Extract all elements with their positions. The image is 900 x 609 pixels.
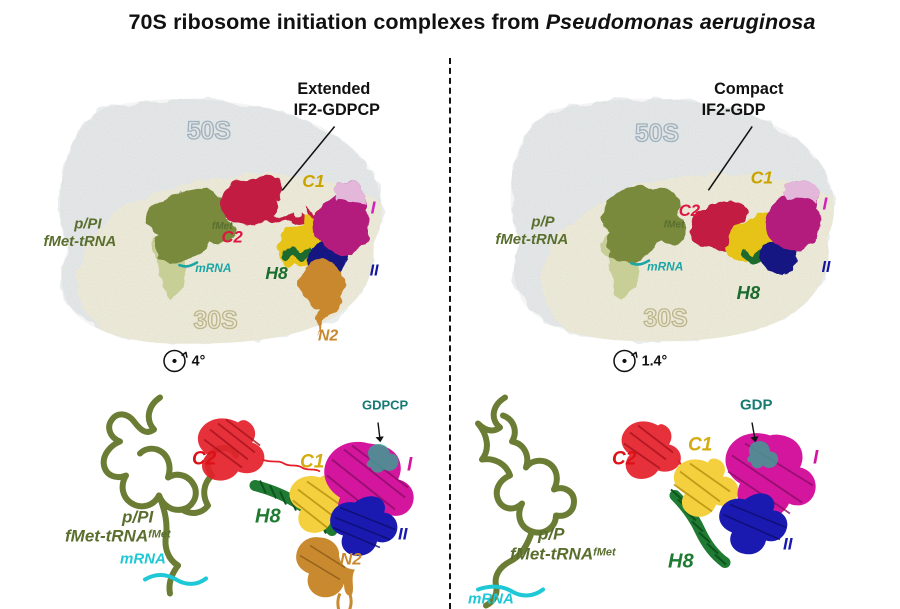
- svg-text:p/PI: p/PI: [73, 216, 102, 232]
- svg-text:fMet-tRNA: fMet-tRNA: [44, 234, 117, 250]
- svg-text:I: I: [407, 455, 413, 476]
- svg-text:II: II: [822, 259, 831, 276]
- svg-text:H8: H8: [737, 282, 761, 303]
- svg-text:H8: H8: [255, 506, 281, 528]
- svg-text:C1: C1: [300, 452, 324, 473]
- svg-text:N2: N2: [340, 550, 362, 569]
- svg-text:fMet: fMet: [212, 221, 233, 232]
- svg-text:50S: 50S: [635, 121, 679, 148]
- svg-text:C2: C2: [612, 449, 637, 470]
- svg-text:IF2-GDP: IF2-GDP: [702, 101, 766, 119]
- svg-text:IF2-GDPCP: IF2-GDPCP: [294, 101, 381, 119]
- svg-text:H8: H8: [668, 551, 694, 573]
- svg-text:II: II: [783, 535, 794, 554]
- svg-text:C1: C1: [688, 435, 712, 456]
- svg-text:p/P: p/P: [537, 525, 565, 544]
- svg-text:C2: C2: [679, 201, 701, 220]
- svg-text:II: II: [370, 263, 379, 280]
- svg-text:p/P: p/P: [530, 214, 554, 230]
- svg-text:30S: 30S: [194, 308, 238, 335]
- svg-text:GDPCP: GDPCP: [362, 398, 409, 413]
- svg-text:I: I: [813, 448, 819, 469]
- svg-text:p/PI: p/PI: [121, 508, 154, 527]
- svg-text:mRNA: mRNA: [120, 551, 166, 568]
- svg-text:mRNA: mRNA: [195, 261, 231, 275]
- svg-text:H8: H8: [265, 263, 288, 283]
- svg-text:fMet-tRNAfMet: fMet-tRNAfMet: [510, 545, 617, 564]
- svg-text:30S: 30S: [644, 306, 688, 333]
- svg-text:50S: 50S: [187, 118, 231, 145]
- svg-text:fMet: fMet: [664, 219, 685, 230]
- svg-text:GDP: GDP: [740, 397, 773, 414]
- svg-text:C1: C1: [751, 167, 773, 187]
- svg-text:C1: C1: [302, 171, 324, 191]
- svg-text:N2: N2: [318, 328, 338, 345]
- svg-text:Extended: Extended: [297, 80, 370, 98]
- svg-text:fMet-tRNA: fMet-tRNA: [495, 232, 568, 248]
- svg-text:C2: C2: [192, 449, 217, 470]
- svg-text:II: II: [398, 525, 409, 544]
- svg-text:mRNA: mRNA: [468, 591, 514, 608]
- svg-text:Compact: Compact: [714, 80, 784, 98]
- svg-text:mRNA: mRNA: [647, 259, 683, 273]
- svg-text:fMet-tRNAfMet: fMet-tRNAfMet: [65, 527, 172, 546]
